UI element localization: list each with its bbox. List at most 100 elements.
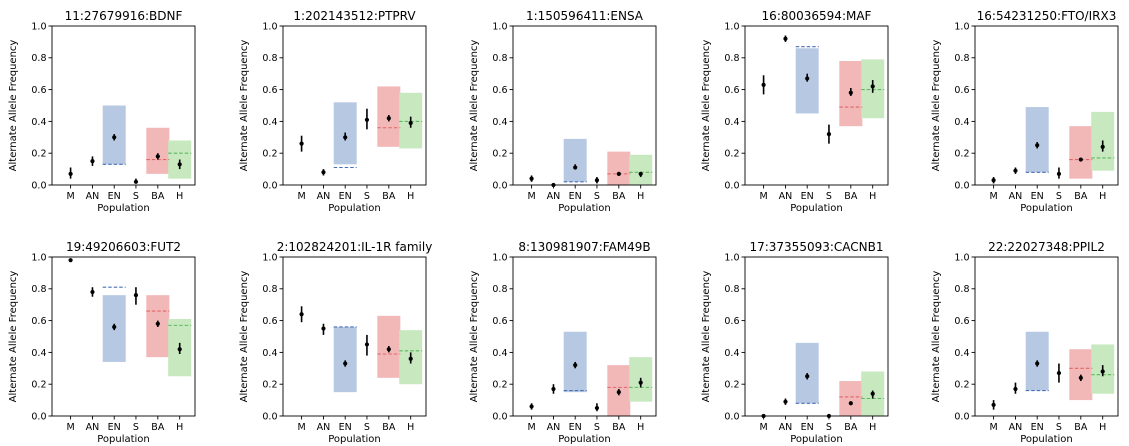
chart-6-xtick-label: S xyxy=(133,422,139,433)
chart-2-ytick-label: 0.0 xyxy=(262,180,277,191)
chart-5-point-M xyxy=(991,178,996,183)
chart-3-ytick-label: 0.2 xyxy=(492,149,507,160)
chart-6-point-AN xyxy=(90,289,95,295)
chart-2-axes-frame xyxy=(282,25,427,186)
chart-9-point-H xyxy=(870,391,875,396)
chart-4-point-M xyxy=(761,82,766,87)
chart-6-ytick-label: 0.6 xyxy=(31,316,46,327)
chart-6-ytick-label: 0.0 xyxy=(31,411,46,422)
chart-9-ytick-label: 0.8 xyxy=(724,284,739,295)
chart-5-ytick-label: 0.2 xyxy=(954,149,969,160)
chart-7-xtick-label: S xyxy=(364,422,370,433)
chart-5-range-BA xyxy=(1069,126,1093,179)
chart-8-xtick-label: AN xyxy=(547,422,561,433)
chart-9-title: 17:37355093:CACNB1 xyxy=(749,240,883,254)
chart-4-axes-frame xyxy=(744,25,889,186)
chart-2-point-AN xyxy=(321,170,326,175)
chart-9-range-EN xyxy=(795,342,819,404)
chart-6-point-H xyxy=(177,347,182,352)
chart-3-xtick-label: M xyxy=(527,191,535,202)
chart-1-xtick-label: M xyxy=(66,191,74,202)
chart-2-ytick-label: 0.6 xyxy=(262,85,277,96)
chart-4-xtick-label: M xyxy=(759,191,767,202)
chart-1-point-S xyxy=(133,179,139,184)
chart-4-point-AN xyxy=(783,36,788,41)
chart-5-point-S xyxy=(1056,171,1062,176)
chart-3-axes-frame xyxy=(512,25,657,186)
chart-6-xtick-label: BA xyxy=(151,422,165,433)
chart-3-point-BA xyxy=(616,171,621,176)
chart-3-xtick-label: BA xyxy=(612,191,626,202)
chart-7-xtick-label: AN xyxy=(317,422,331,433)
chart-10-point-AN xyxy=(1013,386,1018,392)
chart-4-point-EN xyxy=(805,76,810,81)
chart-9-xtick-label: EN xyxy=(801,422,814,433)
chart-10-ylabel: Alternate Allele Frequency xyxy=(931,271,942,403)
chart-1-xtick-label: S xyxy=(133,191,139,202)
chart-6-ylabel: Alternate Allele Frequency xyxy=(8,271,19,403)
chart-1-xtick-label: BA xyxy=(151,191,165,202)
chart-10-xtick-label: AN xyxy=(1009,422,1023,433)
chart-2-xtick-label: S xyxy=(364,191,370,202)
chart-8-title: 8:130981907:FAM49B xyxy=(518,240,650,254)
chart-9: 17:37355093:CACNB1 0.0 0.2 0.4 0.6 0.8 1.0 M AN E… xyxy=(701,240,889,445)
chart-6-xtick-label: M xyxy=(66,422,74,433)
chart-6-xtick-label: AN xyxy=(86,422,100,433)
chart-5-xtick-label: EN xyxy=(1031,191,1044,202)
chart-9-point-AN xyxy=(783,399,788,404)
chart-10-point-EN xyxy=(1035,361,1040,366)
chart-10-point-BA xyxy=(1078,375,1083,380)
chart-5-xtick-label: S xyxy=(1056,191,1062,202)
chart-4-xlabel: Population xyxy=(790,203,843,214)
chart-5-point-BA xyxy=(1078,157,1083,162)
chart-7-axes-frame xyxy=(282,256,427,417)
chart-10-ytick-label: 1.0 xyxy=(954,252,969,263)
chart-7-point-S xyxy=(364,342,370,347)
chart-6-point-EN xyxy=(112,324,117,330)
chart-9-ylabel: Alternate Allele Frequency xyxy=(701,271,712,403)
chart-5-xtick-label: BA xyxy=(1074,191,1088,202)
chart-7-title: 2:102824201:IL-1R family xyxy=(277,240,433,254)
chart-7-range-EN xyxy=(333,326,357,393)
chart-3-xtick-label: EN xyxy=(569,191,582,202)
chart-10-xtick-label: M xyxy=(989,422,997,433)
chart-10-ytick-label: 0.8 xyxy=(954,284,969,295)
chart-4-xtick-label: EN xyxy=(801,191,814,202)
chart-2-point-BA xyxy=(386,116,391,121)
chart-3-point-M xyxy=(529,176,534,181)
chart-2-ylabel: Alternate Allele Frequency xyxy=(239,40,250,172)
chart-1-ylabel: Alternate Allele Frequency xyxy=(8,40,19,172)
chart-9-point-EN xyxy=(805,374,810,379)
chart-3-ytick-label: 1.0 xyxy=(492,21,507,32)
chart-3-xtick-label: AN xyxy=(547,191,561,202)
chart-1-xtick-label: H xyxy=(176,191,183,202)
chart-3-point-EN xyxy=(573,165,578,170)
chart-10-title: 22:22027348:PPIL2 xyxy=(988,240,1105,254)
chart-8-ylabel: Alternate Allele Frequency xyxy=(469,271,480,403)
chart-9-xtick-label: AN xyxy=(779,422,793,433)
chart-3-range-H xyxy=(629,154,653,185)
chart-5-xtick-label: M xyxy=(989,191,997,202)
chart-5-ytick-label: 0.8 xyxy=(954,53,969,64)
chart-1-point-EN xyxy=(112,135,117,140)
chart-2-ytick-label: 0.8 xyxy=(262,53,277,64)
chart-2-point-EN xyxy=(343,135,348,140)
chart-10-ytick-label: 0.0 xyxy=(954,411,969,422)
chart-8-xtick-label: EN xyxy=(569,422,582,433)
chart-4-point-H xyxy=(870,84,875,89)
chart-7-xtick-label: M xyxy=(297,422,305,433)
chart-1-point-AN xyxy=(90,159,95,164)
chart-7-ytick-label: 0.2 xyxy=(262,380,277,391)
chart-7-ytick-label: 0.0 xyxy=(262,411,277,422)
chart-2-ytick-label: 0.4 xyxy=(262,117,277,128)
chart-4-ytick-label: 0.2 xyxy=(724,149,739,160)
chart-7: 2:102824201:IL-1R family 0.0 0.2 0.4 0.6 0.8 1… xyxy=(239,240,432,445)
chart-1-point-BA xyxy=(155,154,160,159)
chart-2-xtick-label: AN xyxy=(317,191,331,202)
chart-2-title: 1:202143512:PTPRV xyxy=(293,9,416,23)
chart-1: 11:27679916:BDNF 0.0 0.2 0.4 0.6 0.8 1.0 M AN EN S… xyxy=(8,9,196,214)
chart-2-xtick-label: EN xyxy=(339,191,352,202)
chart-5-title: 16:54231250:FTO/IRX3 xyxy=(977,9,1117,23)
chart-7-ytick-label: 0.6 xyxy=(262,316,277,327)
chart-2-point-M xyxy=(299,141,304,146)
